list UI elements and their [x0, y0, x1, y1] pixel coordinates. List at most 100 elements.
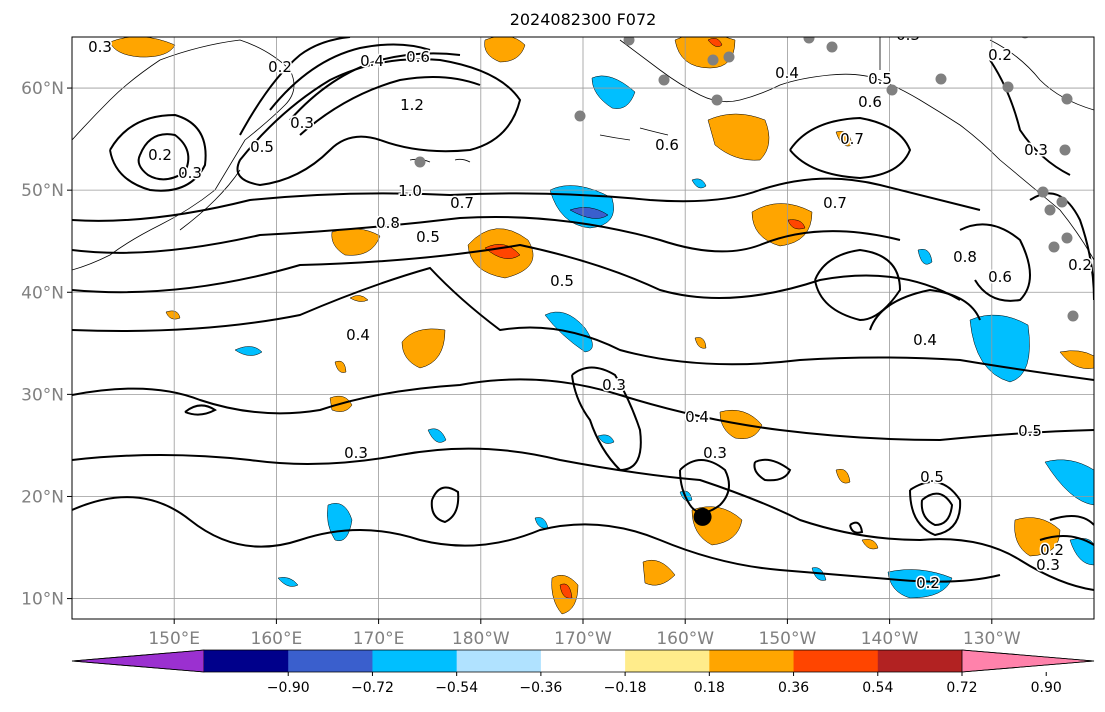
colorbar-tick-label: 0.90 — [1031, 680, 1062, 696]
contour-label: 0.5 — [550, 272, 574, 290]
station-dot — [1037, 186, 1049, 198]
anomaly-blob — [549, 185, 614, 229]
contour-line — [679, 459, 730, 514]
contour-label: 0.3 — [290, 114, 314, 132]
coastline — [72, 39, 295, 271]
lon-tick-label: 170°W — [554, 629, 612, 649]
contour-labels: 0.3 0.2 0.4 0.6 1.2 0.3 0.5 0.2 0.3 1.0 0.8 0.7 0.5 0… — [87, 26, 1094, 594]
coastline — [179, 169, 241, 231]
contour-label: 0.7 — [840, 130, 864, 148]
lon-tick-label: 180°W — [452, 629, 510, 649]
storm-center-marker — [693, 507, 712, 526]
anomaly-blob — [591, 75, 636, 109]
contour-label: 0.5 — [250, 138, 274, 156]
lat-tick-label: 10°N — [21, 590, 64, 610]
contour-line — [184, 404, 217, 416]
anomaly-blob — [349, 295, 369, 302]
colorbar-tick-label: −0.36 — [519, 680, 562, 696]
anomaly-blob — [427, 428, 447, 443]
contour-label: 0.5 — [868, 70, 892, 88]
anomaly-blob — [1059, 350, 1094, 369]
contour-label: 0.3 — [1036, 556, 1060, 574]
contour-line — [299, 75, 481, 136]
anomaly-blob — [277, 577, 299, 587]
contour-line — [1039, 515, 1094, 546]
station-dot — [1056, 196, 1068, 208]
anomaly-blob — [109, 37, 176, 58]
contour-line — [137, 133, 190, 181]
anomaly-blob — [835, 469, 851, 484]
colorbar-tick-label: −0.72 — [351, 680, 394, 696]
contour-label: 0.3 — [703, 444, 727, 462]
contour-label: 0.3 — [88, 38, 112, 56]
lat-tick-label: 40°N — [21, 283, 64, 303]
contour-label: 1.0 — [398, 182, 422, 200]
contour-label: 0.2 — [916, 574, 940, 592]
anomaly-blob — [707, 113, 770, 161]
colorbar-segment — [288, 650, 373, 672]
station-dot — [707, 54, 719, 66]
lat-tick-label: 60°N — [21, 79, 64, 99]
lat-tick-label: 30°N — [21, 385, 64, 405]
colorbar-segment — [709, 650, 795, 672]
anomaly-blob — [674, 37, 736, 69]
anomaly-blob — [484, 37, 526, 63]
contour-label: 0.5 — [920, 468, 944, 486]
contour-line — [72, 266, 1094, 381]
map-title: 2024082300 F072 — [510, 10, 657, 29]
lon-tick-label: 130°W — [963, 629, 1021, 649]
colorbar-tick-label: −0.54 — [435, 680, 478, 696]
contour-line — [72, 447, 1094, 591]
station-dot — [935, 73, 947, 85]
anomaly-blob — [835, 131, 853, 147]
contour-line — [430, 486, 460, 524]
anomaly-blob — [569, 207, 609, 219]
lat-tick-label: 20°N — [21, 487, 64, 507]
lon-tick-label: 140°W — [861, 629, 919, 649]
station-dots — [414, 37, 1079, 322]
contour-label: 0.2 — [1068, 256, 1092, 274]
longitude-ticks: 150°E 160°E 170°E 180°W 170°W 160°W 150°W 140°W… — [148, 619, 1021, 649]
station-dot — [1044, 204, 1056, 216]
anomaly-blob — [861, 539, 879, 550]
anomaly-blob — [559, 583, 573, 599]
colorbar-segment — [877, 650, 963, 672]
contour-line — [72, 496, 1001, 583]
anomaly-blob — [484, 244, 521, 259]
contour-label: 0.8 — [953, 248, 977, 266]
coastline — [599, 127, 669, 141]
contour-label: 0.4 — [775, 64, 799, 82]
station-dot — [658, 74, 670, 86]
contour-line — [920, 492, 954, 527]
anomaly-blob — [887, 569, 953, 599]
lon-tick-label: 160°W — [656, 629, 714, 649]
contour-line — [72, 215, 901, 254]
anomaly-blob — [534, 517, 549, 529]
lon-tick-label: 150°W — [759, 629, 817, 649]
contour-label: 0.2 — [988, 46, 1012, 64]
contour-line — [109, 113, 207, 192]
station-dot — [803, 37, 815, 44]
lon-tick-label: 150°E — [148, 629, 200, 649]
contour-label: 0.6 — [858, 93, 882, 111]
contour-label: 0.6 — [406, 48, 430, 66]
coastline — [989, 39, 1094, 111]
coastline — [619, 39, 1094, 261]
contour-line — [72, 243, 961, 301]
contour-label: 0.3 — [896, 26, 920, 44]
contour-line — [789, 116, 912, 180]
contour-lines — [72, 37, 1094, 591]
contour-line — [72, 177, 981, 222]
contour-label: 1.2 — [400, 96, 424, 114]
contour-line — [959, 223, 1031, 302]
colorbar-tick-label: −0.18 — [604, 680, 647, 696]
contour-line — [289, 52, 461, 121]
colorbar-extend-high — [961, 649, 1095, 673]
contour-label: 0.4 — [685, 408, 709, 426]
contour-line — [239, 37, 351, 136]
station-dot — [1002, 81, 1014, 93]
colorbar-segment — [793, 650, 879, 672]
station-dot — [1048, 241, 1060, 253]
colorbar-segment — [625, 650, 710, 672]
latitude-ticks: 60°N 50°N 40°N 30°N 20°N 10°N — [21, 79, 72, 610]
